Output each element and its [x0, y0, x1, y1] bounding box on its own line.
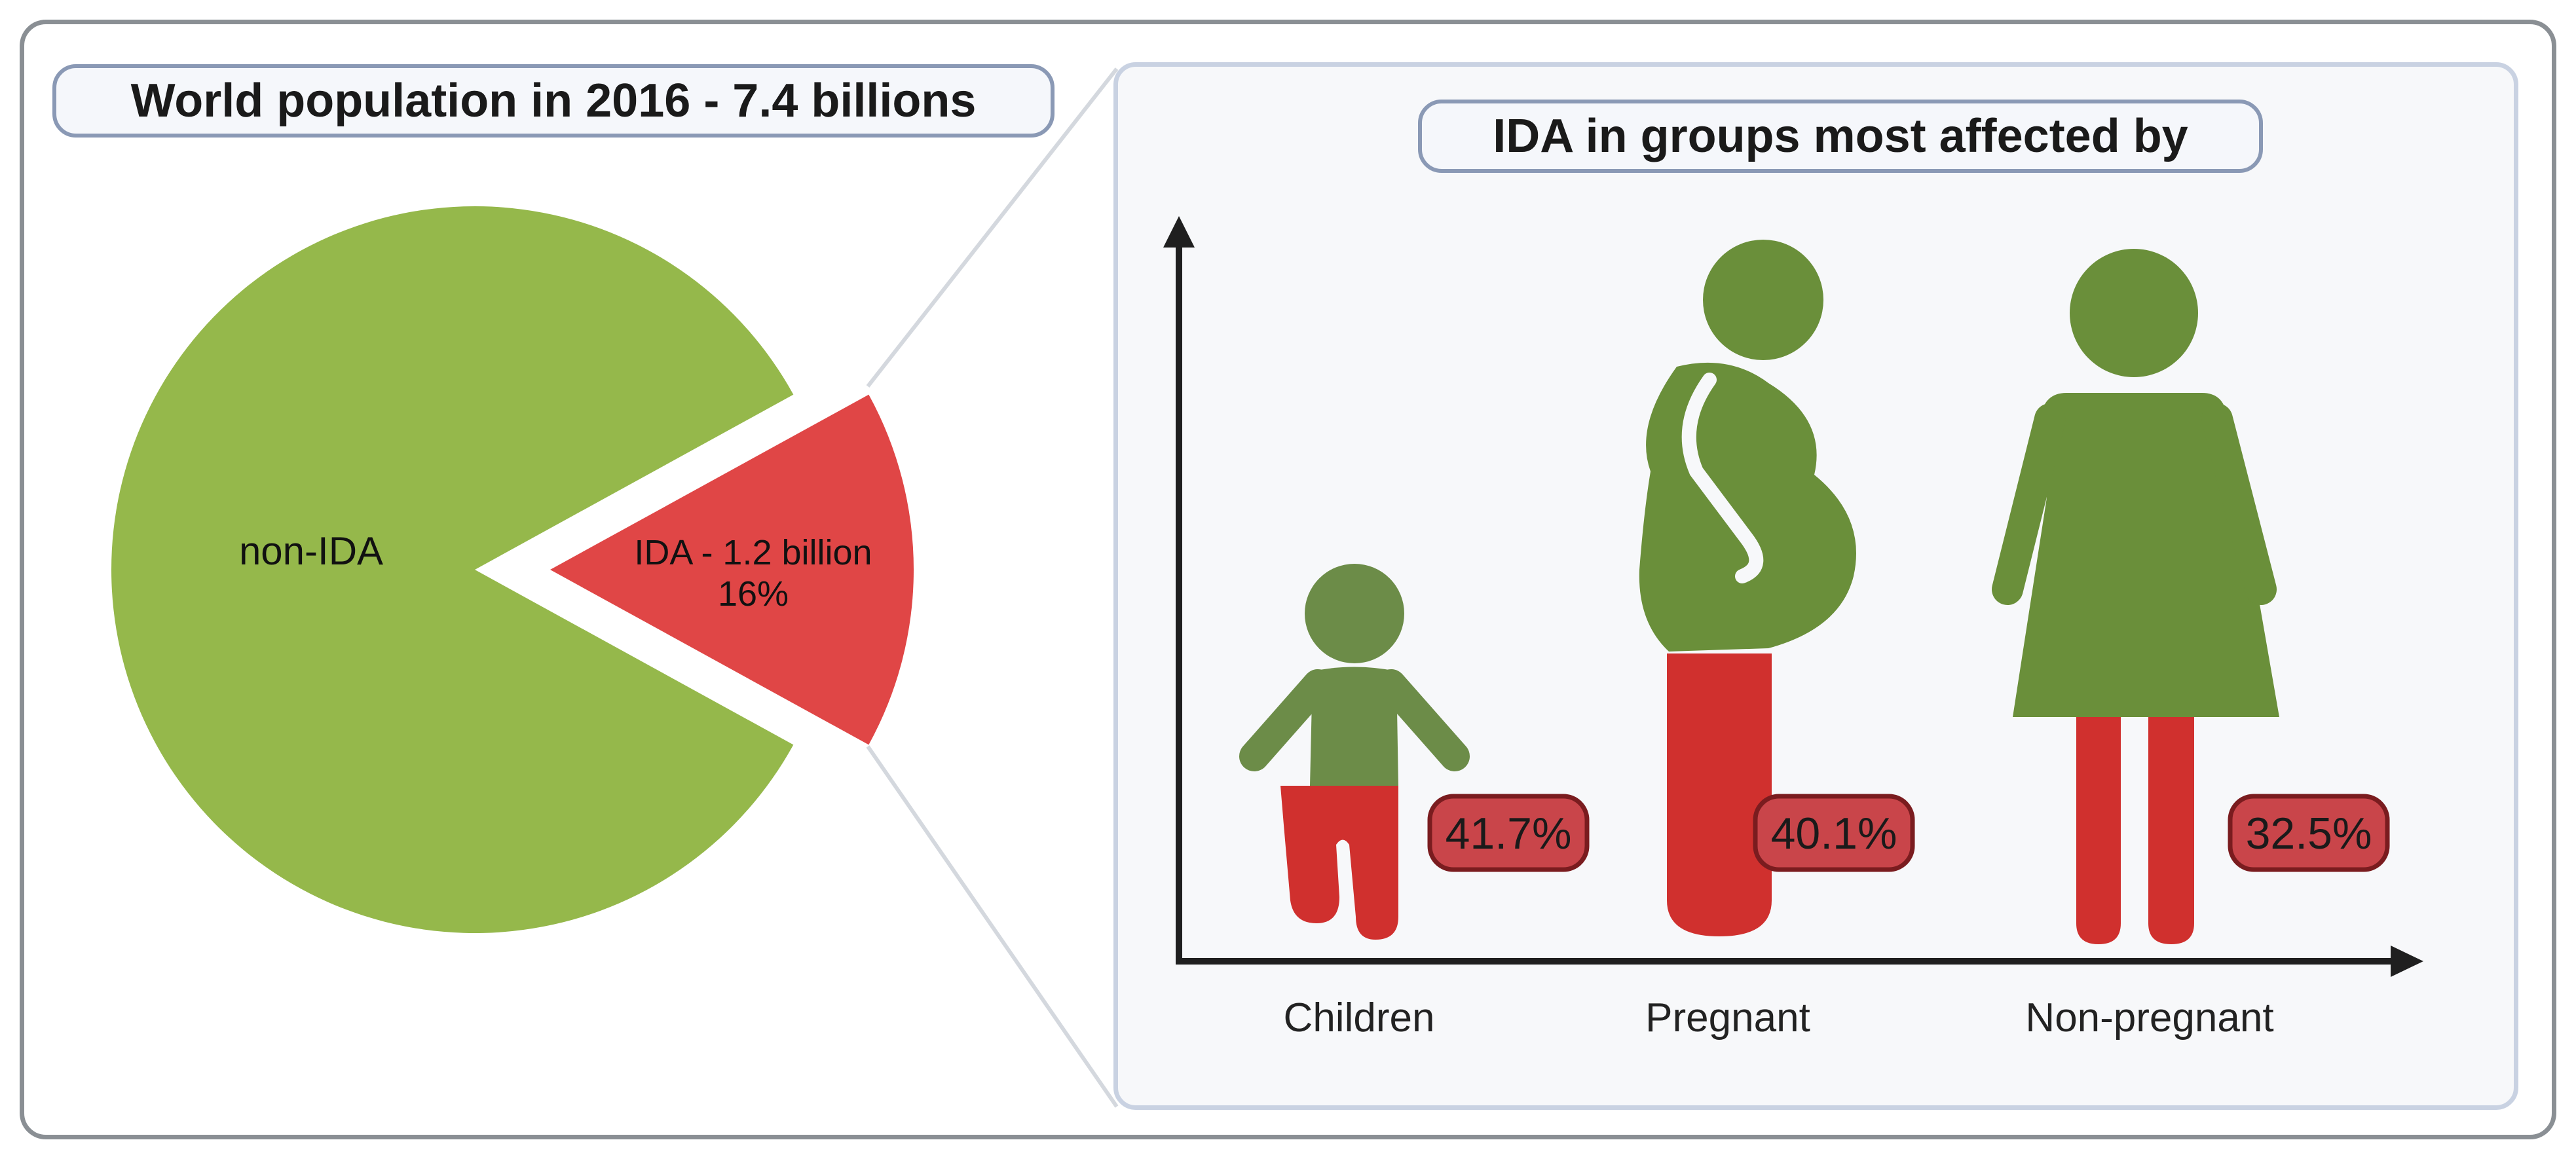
pie-slice-ida — [550, 394, 914, 745]
pie-slice-non-ida — [111, 206, 794, 933]
figure-pregnant — [1639, 240, 1856, 936]
y-axis-arrow — [1163, 216, 1195, 248]
zoom-connector-bottom — [866, 745, 1119, 1108]
value-badges: 41.7% 40.1% 32.5% — [1427, 794, 2390, 872]
children-arms — [1239, 669, 1470, 771]
category-label-pregnant: Pregnant — [1645, 995, 1810, 1040]
value-label-non-pregnant: 32.5% — [2246, 809, 2372, 858]
pie-label-ida: IDA - 1.2 billion — [634, 533, 872, 572]
bar-title: IDA in groups most affected by — [1418, 100, 2263, 173]
pregnant-body — [1639, 362, 1856, 652]
pregnant-arm — [1681, 373, 1764, 583]
zoom-connector-top — [866, 67, 1119, 388]
value-badge-box — [1753, 794, 1915, 872]
pie-chart: non-IDA IDA - 1.2 billion 16% — [111, 206, 914, 933]
value-badge-box — [2228, 794, 2390, 872]
nonpreg-head — [2070, 249, 2198, 377]
figure-non-pregnant — [1992, 249, 2279, 944]
category-label-non-pregnant: Non-pregnant — [2025, 995, 2273, 1040]
value-badge-non-pregnant: 32.5% — [2228, 794, 2390, 872]
category-labels: Children Pregnant Non-pregnant — [1284, 995, 2274, 1040]
value-label-pregnant: 40.1% — [1771, 809, 1897, 858]
bar-axes — [1163, 216, 2423, 977]
value-label-children: 41.7% — [1446, 809, 1572, 858]
nonpreg-legs — [2076, 717, 2194, 944]
value-badge-box — [1427, 794, 1590, 872]
nonpreg-arms — [1992, 403, 2277, 605]
pregnant-head — [1703, 240, 1823, 360]
children-head — [1305, 564, 1404, 663]
children-legs — [1280, 786, 1398, 940]
category-label-children: Children — [1284, 995, 1435, 1040]
value-badge-children: 41.7% — [1427, 794, 1590, 872]
pie-label-non-ida: non-IDA — [239, 529, 383, 573]
value-badge-pregnant: 40.1% — [1753, 794, 1915, 872]
children-torso — [1310, 667, 1398, 786]
x-axis-arrow — [2391, 946, 2423, 977]
pregnant-legs — [1667, 653, 1772, 936]
pie-title: World population in 2016 - 7.4 billions — [52, 64, 1055, 138]
nonpreg-dress — [2013, 393, 2279, 717]
figure-children — [1239, 564, 1470, 940]
pie-label-ida-percent: 16% — [718, 574, 789, 614]
